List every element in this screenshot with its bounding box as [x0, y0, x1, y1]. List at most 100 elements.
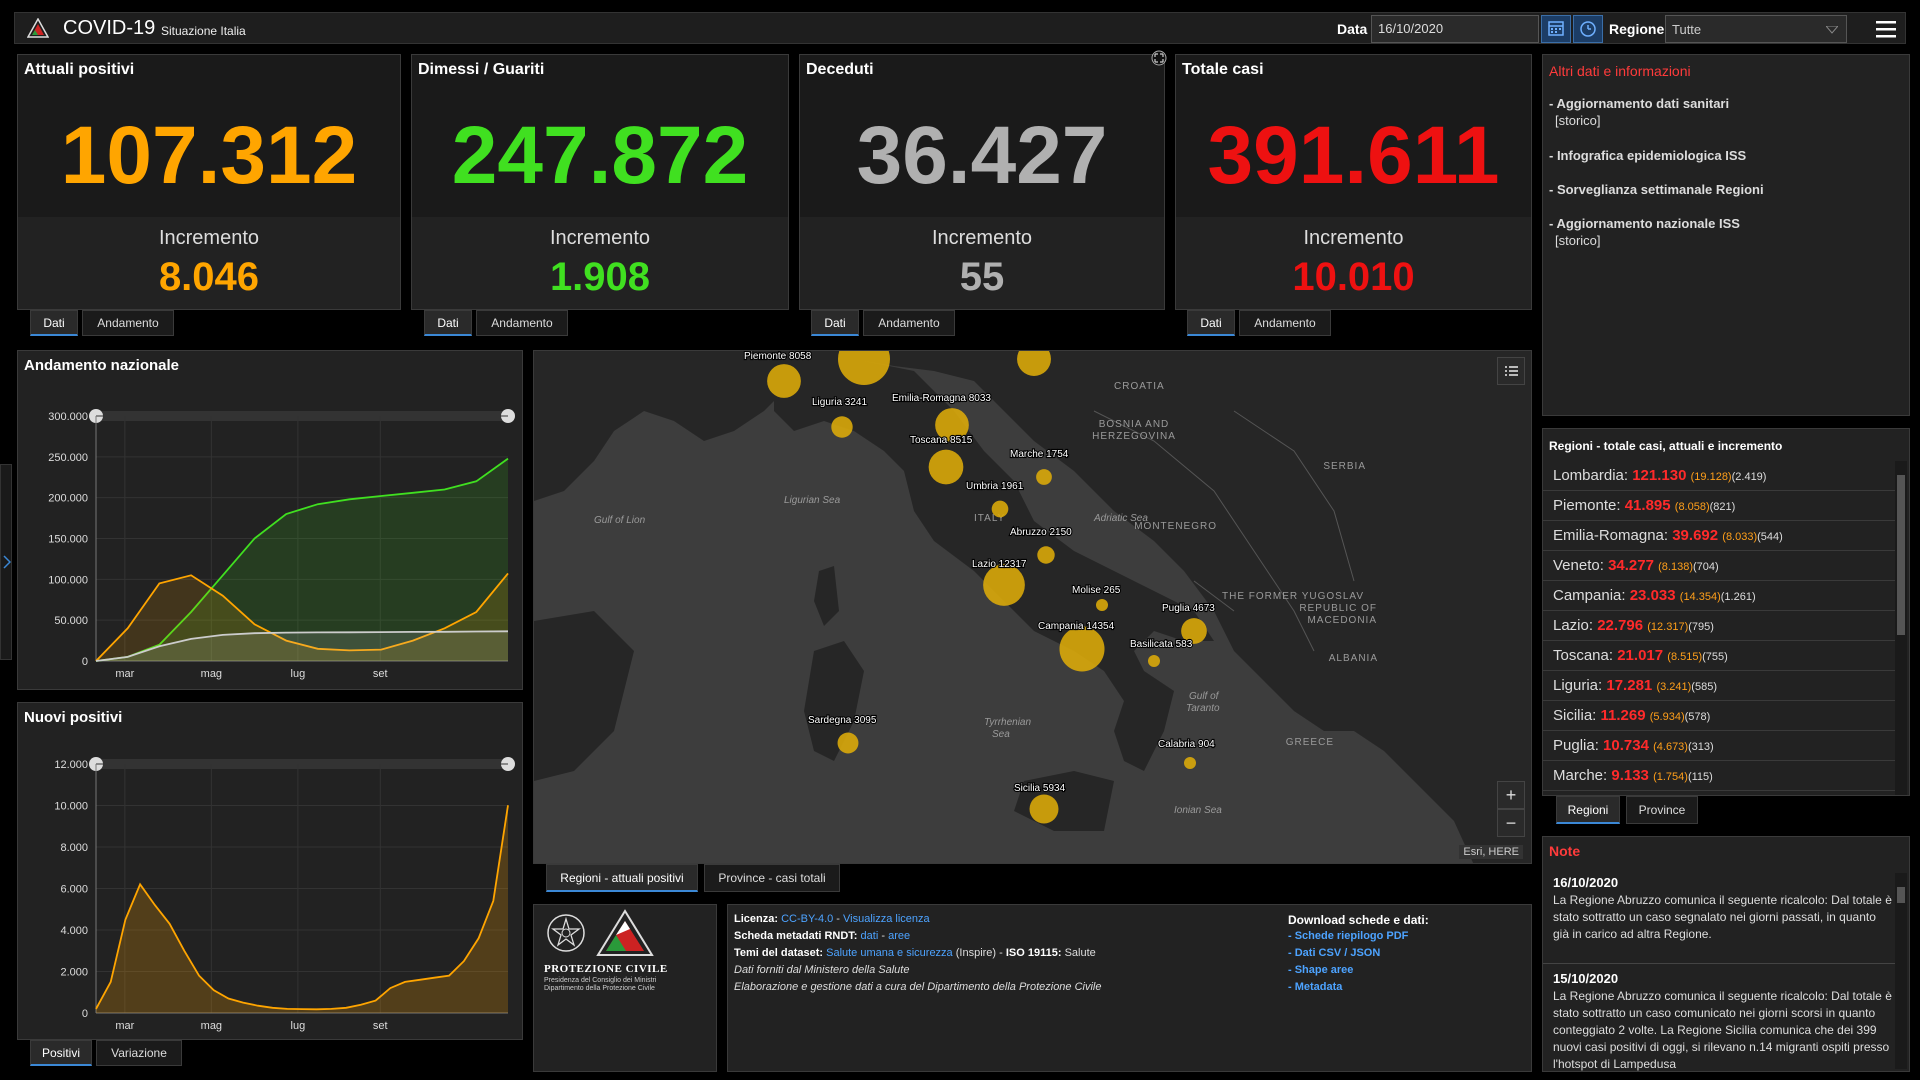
zoom-in-button[interactable]: +	[1497, 781, 1525, 809]
expand-icon[interactable]	[1150, 49, 1168, 67]
map-bubble[interactable]	[1148, 655, 1160, 667]
stat-increment-label: Incremento	[158, 227, 260, 249]
notes-panel: Note 16/10/2020 La Regione Abruzzo comun…	[1542, 836, 1910, 1072]
license-link[interactable]: CC-BY-4.0	[781, 913, 834, 925]
map-bubble[interactable]	[837, 732, 859, 754]
map-bubble[interactable]	[928, 449, 964, 485]
region-total: 41.895	[1624, 497, 1671, 514]
time-button[interactable]	[1573, 15, 1603, 43]
region-row[interactable]: Lazio: 22.796 (12.317)(795)	[1543, 611, 1895, 641]
map-geo-label: MONTENEGRO	[1134, 521, 1217, 532]
map-bubble[interactable]	[1036, 469, 1052, 485]
region-row[interactable]: Lombardia: 121.130 (19.128)(2.419)	[1543, 461, 1895, 491]
license-panel: Licenza: CC-BY-4.0 - Visualizza licenza …	[727, 904, 1532, 1072]
tab-dati[interactable]: Dati	[424, 310, 472, 336]
tab-andamento[interactable]: Andamento	[1239, 310, 1331, 336]
region-row[interactable]: Marche: 9.133 (1.754)(115)	[1543, 761, 1895, 791]
map-bubble-label: Abruzzo 2150	[1010, 527, 1072, 538]
themes-link[interactable]: Salute umana e sicurezza	[826, 947, 953, 959]
metadata-aree-link[interactable]: aree	[888, 930, 911, 942]
note-date: 16/10/2020	[1553, 875, 1619, 890]
regions-panel: Regioni - totale casi, attuali e increme…	[1542, 428, 1910, 796]
tab-dati[interactable]: Dati	[811, 310, 859, 336]
map-bubble-label: Basilicata 583	[1130, 639, 1193, 650]
map-bubble[interactable]	[838, 351, 890, 385]
map-bubble[interactable]	[767, 364, 801, 398]
map-bubble[interactable]	[1029, 794, 1059, 824]
info-link-aggiornamento-sanitari[interactable]: - Aggiornamento dati sanitari [storico]	[1549, 96, 1730, 128]
scrollbar[interactable]	[1895, 461, 1907, 795]
region-row[interactable]: Campania: 23.033 (14.354)(1.261)	[1543, 581, 1895, 611]
x-tick-label: mag	[201, 668, 222, 680]
region-total: 10.734	[1603, 737, 1649, 754]
region-total: 11.269	[1600, 707, 1646, 724]
download-csv-link[interactable]: - Dati CSV / JSON	[1288, 947, 1381, 959]
tab-regioni[interactable]: Regioni	[1556, 796, 1620, 824]
tab-positivi[interactable]: Positivi	[30, 1040, 92, 1066]
scrollbar[interactable]	[1895, 873, 1907, 1069]
download-pdf-link[interactable]: - Schede riepilogo PDF	[1288, 930, 1409, 942]
y-tick-label: 8.000	[60, 842, 88, 854]
region-row[interactable]: Veneto: 34.277 (8.138)(704)	[1543, 551, 1895, 581]
region-row[interactable]: Sicilia: 11.269 (5.934)(578)	[1543, 701, 1895, 731]
stat-increment: 10.010	[1292, 255, 1415, 299]
region-row[interactable]: Emilia-Romagna: 39.692 (8.033)(544)	[1543, 521, 1895, 551]
map-bubble[interactable]	[1037, 546, 1055, 564]
region-name: Puglia:	[1553, 737, 1599, 754]
tab-andamento[interactable]: Andamento	[863, 310, 955, 336]
stat-value: 36.427	[856, 110, 1108, 201]
view-license-link[interactable]: Visualizza licenza	[843, 913, 930, 925]
map-bubble[interactable]	[991, 500, 1009, 518]
map-bubble[interactable]	[1181, 618, 1207, 644]
tab-regioni-attuali-positivi[interactable]: Regioni - attuali positivi	[546, 864, 698, 892]
tab-province-casi-totali[interactable]: Province - casi totali	[704, 864, 840, 892]
stat-value: 107.312	[60, 110, 358, 201]
tab-andamento[interactable]: Andamento	[476, 310, 568, 336]
info-link-sorveglianza[interactable]: - Sorveglianza settimanale Regioni	[1549, 182, 1764, 197]
map-geo-label: HERZEGOVINA	[1092, 431, 1176, 442]
italian-emblem-icon	[547, 914, 585, 952]
menu-icon[interactable]	[1871, 17, 1901, 41]
download-metadata-link[interactable]: - Metadata	[1288, 981, 1343, 993]
region-row[interactable]: Toscana: 21.017 (8.515)(755)	[1543, 641, 1895, 671]
calendar-button[interactable]	[1541, 15, 1571, 43]
tab-province[interactable]: Province	[1626, 796, 1698, 824]
info-link-aggiornamento-iss[interactable]: - Aggiornamento nazionale ISS [storico]	[1549, 216, 1740, 248]
map-bubble[interactable]	[935, 408, 969, 442]
themes-line: Temi del dataset: Salute umana e sicurez…	[734, 947, 1096, 959]
series-area	[96, 805, 508, 1013]
info-link-infografica[interactable]: - Infografica epidemiologica ISS	[1549, 148, 1747, 163]
legend-button[interactable]	[1497, 357, 1525, 385]
y-tick-label: 10.000	[54, 801, 88, 813]
region-increment: (578)	[1684, 711, 1711, 723]
region-row[interactable]: Liguria: 17.281 (3.241)(585)	[1543, 671, 1895, 701]
map-bubble[interactable]	[1096, 599, 1108, 611]
zoom-out-button[interactable]: −	[1497, 809, 1525, 837]
plus-icon: +	[1505, 785, 1517, 805]
tab-dati[interactable]: Dati	[1187, 310, 1235, 336]
region-row[interactable]: Piemonte: 41.895 (8.058)(821)	[1543, 491, 1895, 521]
tab-variazione[interactable]: Variazione	[96, 1040, 182, 1066]
map-bubble[interactable]	[1184, 757, 1196, 769]
region-name: Marche:	[1553, 767, 1608, 784]
map-bubble[interactable]	[983, 564, 1025, 606]
chevron-right-icon	[3, 555, 11, 569]
region-active: (4.673)	[1653, 741, 1688, 753]
map-geo-label: Gulf of	[1189, 691, 1220, 702]
map-panel[interactable]: CROATIA BOSNIA AND HERZEGOVINA SERBIA MONTEN…	[533, 350, 1532, 864]
metadata-dati-link[interactable]: dati	[860, 930, 879, 942]
region-row[interactable]: Puglia: 10.734 (4.673)(313)	[1543, 731, 1895, 761]
map-bubble[interactable]	[1017, 351, 1051, 376]
region-name: Lombardia:	[1553, 467, 1629, 484]
date-input[interactable]: 16/10/2020	[1371, 15, 1539, 43]
map-bubble-label: Lazio 12317	[972, 559, 1027, 570]
tab-andamento[interactable]: Andamento	[82, 310, 174, 336]
y-tick-label: 2.000	[60, 967, 88, 979]
tab-dati[interactable]: Dati	[30, 310, 78, 336]
map-bubble[interactable]	[831, 416, 853, 438]
region-select[interactable]: Tutte	[1665, 15, 1847, 43]
download-shape-link[interactable]: - Shape aree	[1288, 964, 1354, 976]
side-panel-toggle[interactable]	[0, 464, 12, 660]
map-bubble[interactable]	[1059, 626, 1105, 672]
